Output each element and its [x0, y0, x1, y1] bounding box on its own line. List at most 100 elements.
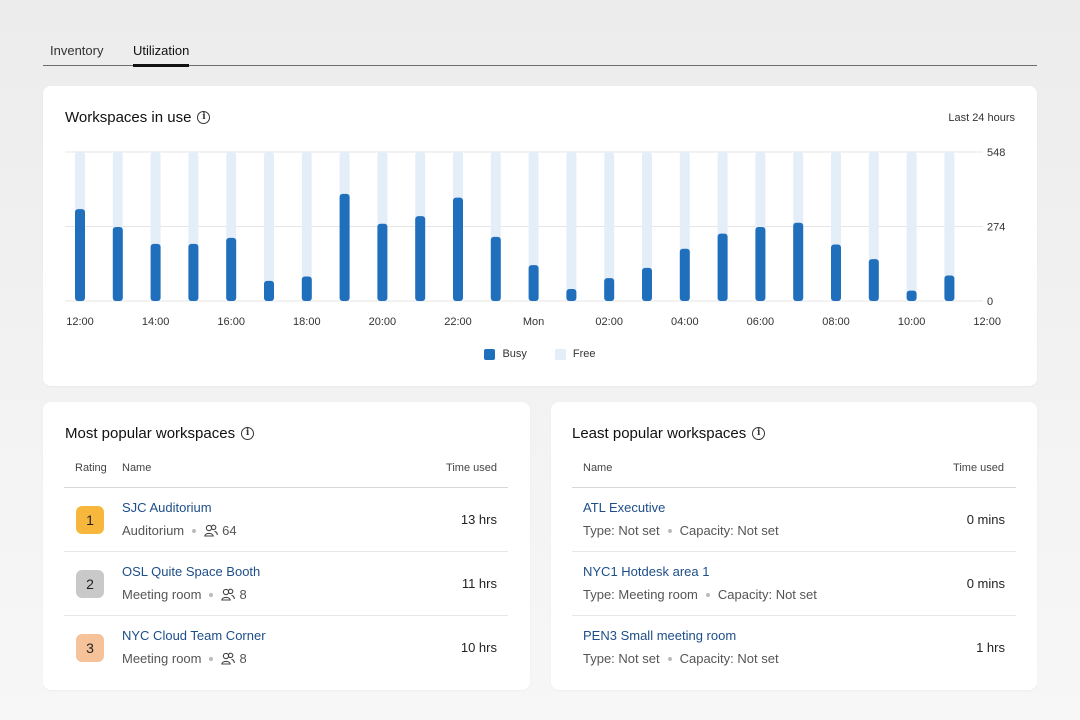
busy-bar	[301, 276, 312, 301]
tab-utilization[interactable]: Utilization	[133, 43, 190, 67]
column-header-time-used[interactable]: Time used	[953, 462, 1004, 474]
workspace-type: Meeting room	[122, 651, 202, 666]
free-bar	[566, 152, 577, 301]
people-icon	[204, 524, 218, 537]
x-tick-label: 20:00	[369, 316, 397, 328]
most-popular-card: Most popular workspaces i Rating Name Ti…	[43, 402, 530, 690]
free-bar	[944, 152, 955, 301]
workspace-type: Type: Not set	[583, 651, 660, 666]
x-tick-label: 16:00	[217, 316, 245, 328]
busy-bar	[528, 265, 539, 301]
table-row[interactable]: NYC1 Hotdesk area 1 Type: Meeting room Cap…	[572, 552, 1016, 616]
column-header-name[interactable]: Name	[122, 462, 152, 474]
busy-bar	[944, 275, 955, 301]
workspace-capacity: Capacity: Not set	[679, 651, 779, 666]
x-tick-label: 10:00	[898, 316, 926, 328]
workspace-capacity: 8	[239, 651, 247, 666]
workspace-details: Meeting room 8	[122, 587, 247, 602]
separator-dot	[209, 656, 214, 661]
busy-bar	[906, 290, 917, 301]
row-divider	[572, 551, 1016, 552]
busy-bar	[566, 289, 577, 301]
separator-dot	[192, 528, 197, 533]
separator-dot	[667, 528, 672, 533]
workspaces-in-use-title: Workspaces in use i	[65, 109, 211, 126]
x-tick-label: 08:00	[822, 316, 850, 328]
legend-busy: Busy	[484, 348, 527, 360]
workspace-name-link[interactable]: PEN3 Small meeting room	[583, 628, 737, 643]
x-tick-label: 18:00	[293, 316, 321, 328]
busy-bar	[264, 280, 274, 301]
workspace-capacity: 64	[222, 523, 237, 538]
workspace-type: Type: Not set	[583, 523, 660, 538]
row-divider	[572, 615, 1016, 616]
column-header-name[interactable]: Name	[583, 462, 613, 474]
busy-bar	[226, 237, 237, 301]
separator-dot	[705, 592, 710, 597]
column-header-rating[interactable]: Rating	[75, 462, 107, 474]
free-swatch	[554, 348, 566, 360]
busy-bar	[150, 243, 161, 301]
legend-busy-label: Busy	[502, 348, 527, 360]
free-bar	[642, 152, 652, 301]
busy-bar	[377, 223, 388, 301]
header-divider	[572, 487, 1016, 488]
separator-dot	[209, 592, 214, 597]
free-bar	[604, 152, 615, 301]
x-tick-label: 22:00	[444, 316, 472, 328]
workspace-details: Meeting room 8	[122, 651, 247, 666]
card-title-text: Workspaces in use	[65, 109, 192, 126]
info-icon[interactable]: i	[197, 111, 211, 124]
free-bar	[906, 152, 917, 301]
chart-legend: Busy Free	[43, 348, 1037, 360]
info-icon[interactable]: i	[241, 427, 255, 440]
table-row[interactable]: 2 OSL Quite Space Booth Meeting room 8 11 hr…	[64, 552, 508, 616]
x-tick-label: 12:00	[973, 316, 1001, 328]
busy-bar	[188, 243, 199, 301]
column-header-time-used[interactable]: Time used	[446, 462, 497, 474]
usage-bar-chart: 548 274 0 12:00 14:00 16:00 18:00 20:00 22:00 Mon…	[65, 147, 1005, 328]
time-used: 0 mins	[966, 512, 1005, 527]
x-tick-label: 06:00	[747, 316, 775, 328]
workspace-name-link[interactable]: NYC1 Hotdesk area 1	[583, 564, 710, 579]
people-icon	[221, 588, 236, 601]
table-row[interactable]: 3 NYC Cloud Team Corner Meeting room 8 10 hr…	[64, 616, 508, 680]
time-used: 0 mins	[966, 576, 1005, 591]
busy-bar	[604, 278, 615, 301]
x-tick-label: 04:00	[671, 316, 699, 328]
time-range-label[interactable]: Last 24 hours	[948, 112, 1015, 124]
workspace-details: Type: Not set Capacity: Not set	[583, 523, 779, 538]
busy-bar	[642, 267, 652, 301]
workspace-name-link[interactable]: ATL Executive	[583, 500, 666, 515]
busy-bar	[717, 233, 728, 301]
workspace-name-link[interactable]: SJC Auditorium	[122, 500, 212, 515]
workspace-details: Type: Meeting room Capacity: Not set	[583, 587, 817, 602]
x-tick-label: 14:00	[142, 316, 170, 328]
table-row[interactable]: PEN3 Small meeting room Type: Not set Capa…	[572, 616, 1016, 680]
workspace-capacity: Capacity: Not set	[679, 523, 779, 538]
people-icon	[221, 652, 236, 665]
workspace-name-link[interactable]: NYC Cloud Team Corner	[122, 628, 266, 643]
info-icon[interactable]: i	[752, 427, 766, 440]
workspaces-in-use-card: Workspaces in use i Last 24 hours 548 274…	[43, 86, 1037, 386]
y-tick-label: 274	[987, 222, 1005, 234]
workspace-type: Auditorium	[122, 523, 185, 538]
table-row[interactable]: ATL Executive Type: Not set Capacity: Not …	[572, 488, 1016, 552]
workspace-details: Auditorium 64	[122, 523, 237, 538]
separator-dot	[667, 656, 672, 661]
time-used: 1 hrs	[976, 640, 1005, 655]
busy-bar	[831, 244, 841, 301]
table-row[interactable]: 1 SJC Auditorium Auditorium 64 13 hrs	[64, 488, 508, 552]
workspace-capacity: Capacity: Not set	[717, 587, 817, 602]
tab-inventory[interactable]: Inventory	[50, 43, 104, 58]
y-tick-label: 0	[987, 296, 993, 308]
busy-bar	[453, 197, 463, 301]
workspace-name-link[interactable]: OSL Quite Space Booth	[122, 564, 261, 579]
busy-swatch	[484, 348, 496, 360]
workspace-type: Meeting room	[122, 587, 202, 602]
workspace-type: Type: Meeting room	[583, 587, 698, 602]
workspace-details: Type: Not set Capacity: Not set	[583, 651, 779, 666]
rank-badge: 3	[76, 634, 104, 662]
busy-bar	[755, 227, 766, 301]
legend-free-label: Free	[572, 348, 596, 360]
